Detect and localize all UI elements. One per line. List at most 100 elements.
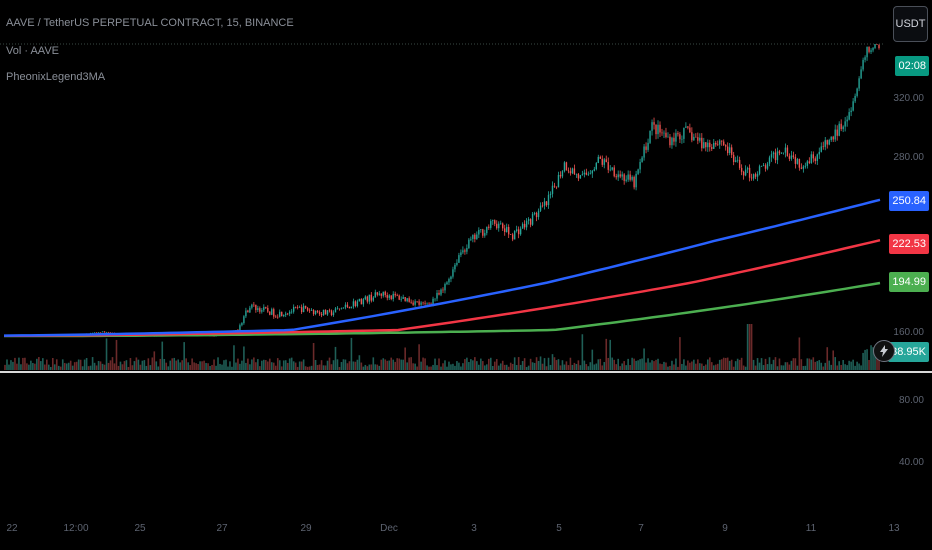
volume-bar: [579, 365, 582, 370]
volume-bar: [73, 362, 76, 370]
candle-body: [673, 137, 675, 142]
candle-body: [448, 279, 450, 283]
candle-body: [840, 123, 842, 130]
candle-body: [661, 132, 663, 134]
volume-bar: [105, 338, 108, 370]
candle-body: [442, 289, 444, 291]
candle-body: [575, 173, 578, 175]
candle-body: [589, 173, 592, 175]
candle-body: [798, 158, 801, 168]
candle-body: [356, 301, 359, 306]
volume-bar: [169, 360, 172, 370]
candle-body: [494, 220, 496, 224]
volume-bar: [695, 363, 697, 370]
volume-bar: [145, 365, 148, 370]
candle-body: [101, 331, 104, 333]
pane-divider[interactable]: [0, 371, 932, 373]
candle-body: [730, 147, 733, 155]
candle-body: [659, 124, 661, 133]
volume-bar: [374, 364, 377, 370]
volume-bar: [585, 364, 588, 370]
volume-bar: [370, 364, 373, 370]
candle-body: [296, 307, 299, 308]
volume-bar: [828, 360, 831, 370]
volume-bar: [752, 359, 755, 370]
candle-body: [450, 276, 452, 280]
candle-body: [748, 167, 751, 178]
volume-bar: [131, 365, 134, 370]
volume-bar: [840, 364, 842, 370]
candle-body: [513, 231, 516, 240]
candle-body: [754, 174, 757, 177]
candle-body: [539, 205, 542, 211]
volume-bar: [553, 357, 556, 370]
volume-bar: [288, 358, 291, 370]
candle-body: [619, 174, 621, 177]
candle-body: [277, 316, 279, 318]
candle-body: [105, 332, 108, 333]
candle-body: [496, 223, 498, 229]
volume-bar: [428, 366, 430, 370]
volume-bar: [754, 365, 757, 370]
volume-bar: [107, 362, 110, 370]
volume-bar: [384, 359, 387, 370]
volume-bar: [487, 358, 490, 370]
candle-body: [271, 309, 273, 315]
volume-legend[interactable]: Vol · AAVE: [6, 45, 59, 57]
time-axis-label: 13: [888, 523, 900, 534]
candle-body: [844, 121, 846, 127]
volume-bar: [874, 353, 876, 370]
candle-body: [862, 59, 864, 70]
volume-bar: [511, 363, 514, 370]
candle-body: [370, 294, 373, 301]
volume-bar: [229, 361, 231, 370]
volume-bar: [376, 364, 379, 370]
volume-bar: [16, 363, 18, 370]
volume-bar: [772, 359, 775, 370]
volume-bar: [484, 365, 486, 370]
currency-button[interactable]: USDT: [893, 6, 928, 42]
candle-body: [326, 310, 329, 315]
volume-bar: [509, 362, 512, 370]
candle-body: [768, 157, 771, 164]
volume-bar: [794, 358, 797, 370]
candle-body: [368, 294, 371, 302]
lightning-icon[interactable]: [873, 340, 895, 362]
volume-bar: [14, 357, 16, 370]
volume-bar: [42, 358, 44, 370]
volume-bar: [161, 341, 164, 370]
volume-bar: [328, 357, 331, 370]
candle-body: [870, 50, 872, 52]
volume-bar: [404, 347, 406, 370]
volume-bar: [878, 353, 880, 370]
volume-bar: [93, 362, 96, 370]
candle-body: [547, 194, 550, 206]
volume-bar: [336, 359, 339, 370]
volume-bar: [531, 362, 534, 370]
symbol-legend[interactable]: AAVE / TetherUS PERPETUAL CONTRACT, 15, …: [6, 17, 294, 29]
candle-body: [762, 165, 765, 166]
candle-body: [627, 174, 629, 180]
volume-bar: [860, 365, 862, 370]
volume-bar: [12, 361, 14, 370]
volume-bar: [30, 360, 32, 370]
countdown-badge: 02:08: [895, 56, 929, 76]
candle-body: [675, 133, 677, 142]
volume-bar: [436, 365, 438, 370]
volume-bar: [677, 366, 679, 370]
volume-bar: [364, 364, 367, 370]
volume-bar: [714, 364, 717, 370]
candle-body: [856, 88, 858, 96]
indicator-legend[interactable]: PheonixLegend3MA: [6, 71, 106, 83]
candle-body: [506, 227, 508, 233]
volume-bar: [804, 365, 807, 370]
candle-body: [689, 127, 691, 133]
candle-body: [424, 302, 426, 304]
candle-body: [567, 170, 570, 172]
candle-body: [247, 310, 249, 313]
volume-bar: [46, 359, 48, 370]
ma-green-line: [4, 281, 881, 338]
candle-body: [338, 308, 341, 310]
volume-bar: [18, 357, 20, 370]
